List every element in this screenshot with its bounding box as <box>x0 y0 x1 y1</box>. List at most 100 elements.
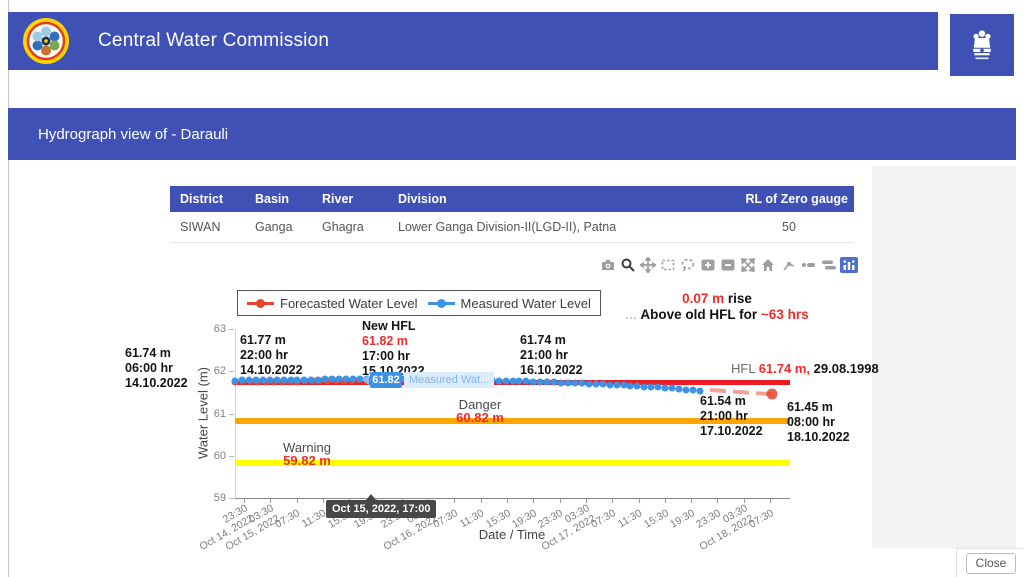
autoscale-icon[interactable] <box>740 257 756 273</box>
measured-point <box>529 378 537 386</box>
zoom-in-icon[interactable] <box>700 257 716 273</box>
measured-point <box>328 375 336 383</box>
x-tick-mark <box>454 498 456 503</box>
legend-item-forecasted[interactable]: Forecasted Water Level <box>247 296 418 311</box>
y-tick-mark <box>229 455 234 457</box>
col-header-basin: Basin <box>255 192 290 206</box>
measured-point <box>287 376 294 384</box>
cell-district: SIWAN <box>180 220 221 234</box>
zoom-icon[interactable] <box>620 257 636 273</box>
hover-series-badge: Measured Wat... <box>404 372 495 388</box>
hover-caret-icon <box>362 375 369 385</box>
measured-point <box>557 379 565 387</box>
annotation-line: 61.77 m <box>240 333 286 347</box>
reset-axes-home-icon[interactable] <box>760 257 776 273</box>
measured-point <box>515 377 523 385</box>
hfl-reference-label: HFL 61.74 m, 29.08.1998 <box>731 361 879 376</box>
y-tick-mark <box>229 413 234 415</box>
measured-point <box>647 383 655 391</box>
annotation-line: New HFL <box>362 319 416 333</box>
x-tick-mark <box>270 498 272 503</box>
annotation-line: 61.45 m <box>787 400 833 414</box>
col-header-river: River <box>322 192 354 206</box>
col-header-district: District <box>180 192 224 206</box>
pan-icon[interactable] <box>638 255 658 275</box>
chart-annotation: 61.45 m 08:00 hr 18.10.2022 <box>787 400 850 445</box>
measured-point <box>654 383 662 391</box>
measured-point <box>280 376 288 384</box>
box-select-icon[interactable] <box>660 257 676 273</box>
lasso-select-icon[interactable] <box>680 257 696 273</box>
measured-point <box>571 379 579 387</box>
measured-point <box>509 377 516 385</box>
measured-point <box>585 380 593 388</box>
measured-point <box>259 376 267 384</box>
right-background-panel <box>872 166 1016 548</box>
x-axis-line <box>235 498 790 499</box>
y-tick-label: 59 <box>213 492 226 504</box>
measured-point <box>495 377 503 385</box>
measured-point <box>633 382 641 390</box>
y-tick-mark <box>229 371 234 373</box>
measured-point <box>231 377 239 385</box>
toggle-spike-lines-icon[interactable] <box>780 257 796 273</box>
measured-point <box>502 377 510 385</box>
measured-point <box>578 379 586 387</box>
x-tick-mark <box>322 498 324 503</box>
measured-point <box>675 385 683 393</box>
y-tick-mark <box>229 498 234 499</box>
cwc-logo <box>22 17 70 65</box>
table-row: SIWAN Ganga Ghagra Lower Ganga Division-… <box>170 212 854 243</box>
x-tick-mark <box>743 498 745 503</box>
y-tick-mark <box>229 329 234 330</box>
measured-point <box>626 382 634 390</box>
show-closest-on-hover-icon[interactable] <box>800 257 816 273</box>
close-button[interactable]: Close <box>966 553 1016 574</box>
annotation-line: 17:00 hr <box>362 349 410 363</box>
station-table: District Basin River Division RL of Zero… <box>170 186 854 243</box>
col-header-rl-zero-gauge: RL of Zero gauge <box>745 192 848 206</box>
measured-series-swatch <box>427 298 455 309</box>
ref-line-danger <box>235 418 790 425</box>
app-header: Central Water Commission <box>8 12 938 70</box>
x-tick-mark <box>296 498 298 503</box>
zoom-out-icon[interactable] <box>720 257 736 273</box>
measured-point <box>238 376 246 384</box>
measured-point <box>335 375 343 383</box>
measured-point <box>293 376 301 384</box>
hover-value-badge: 61.82 <box>370 372 402 388</box>
india-national-emblem <box>950 14 1014 76</box>
x-tick-mark <box>664 498 666 503</box>
measured-point <box>307 376 315 384</box>
annotation-line: 06:00 hr <box>125 361 173 375</box>
x-tick-mark <box>612 498 614 503</box>
x-tick-mark <box>770 498 771 503</box>
x-tick-mark <box>559 498 561 503</box>
x-tick-text: 07:30 <box>746 507 776 531</box>
station-table-header: District Basin River Division RL of Zero… <box>170 186 854 212</box>
x-tick-mark <box>638 498 640 503</box>
rise-note-line2: ... Above old HFL for ~63 hrs <box>625 306 809 322</box>
measured-point <box>550 378 558 386</box>
cell-division: Lower Ganga Division-II(LGD-II), Patna <box>398 220 617 234</box>
measured-point <box>349 375 357 383</box>
annotation-line: 61.74 m <box>520 333 566 347</box>
chart-annotation: New HFL 61.82 m 17:00 hr 15.10.2022 <box>362 319 425 379</box>
x-tick-mark <box>585 498 587 503</box>
measured-point <box>314 376 322 384</box>
measured-point <box>273 376 281 384</box>
x-tick-mark <box>244 498 245 503</box>
measured-point <box>640 383 648 390</box>
plotly-logo-icon[interactable] <box>840 257 858 273</box>
camera-download-icon[interactable] <box>600 257 616 273</box>
cell-river: Ghagra <box>322 220 364 234</box>
measured-point <box>266 376 274 384</box>
measured-point <box>356 375 364 383</box>
measured-point <box>682 386 690 394</box>
legend-item-measured[interactable]: Measured Water Level <box>427 296 591 311</box>
annotation-line: 16.10.2022 <box>520 363 583 377</box>
x-tick-mark <box>533 498 535 503</box>
annotation-line: 61.74 m <box>125 346 171 360</box>
compare-data-on-hover-icon[interactable] <box>820 257 836 273</box>
y-tick-label: 62 <box>213 365 226 378</box>
